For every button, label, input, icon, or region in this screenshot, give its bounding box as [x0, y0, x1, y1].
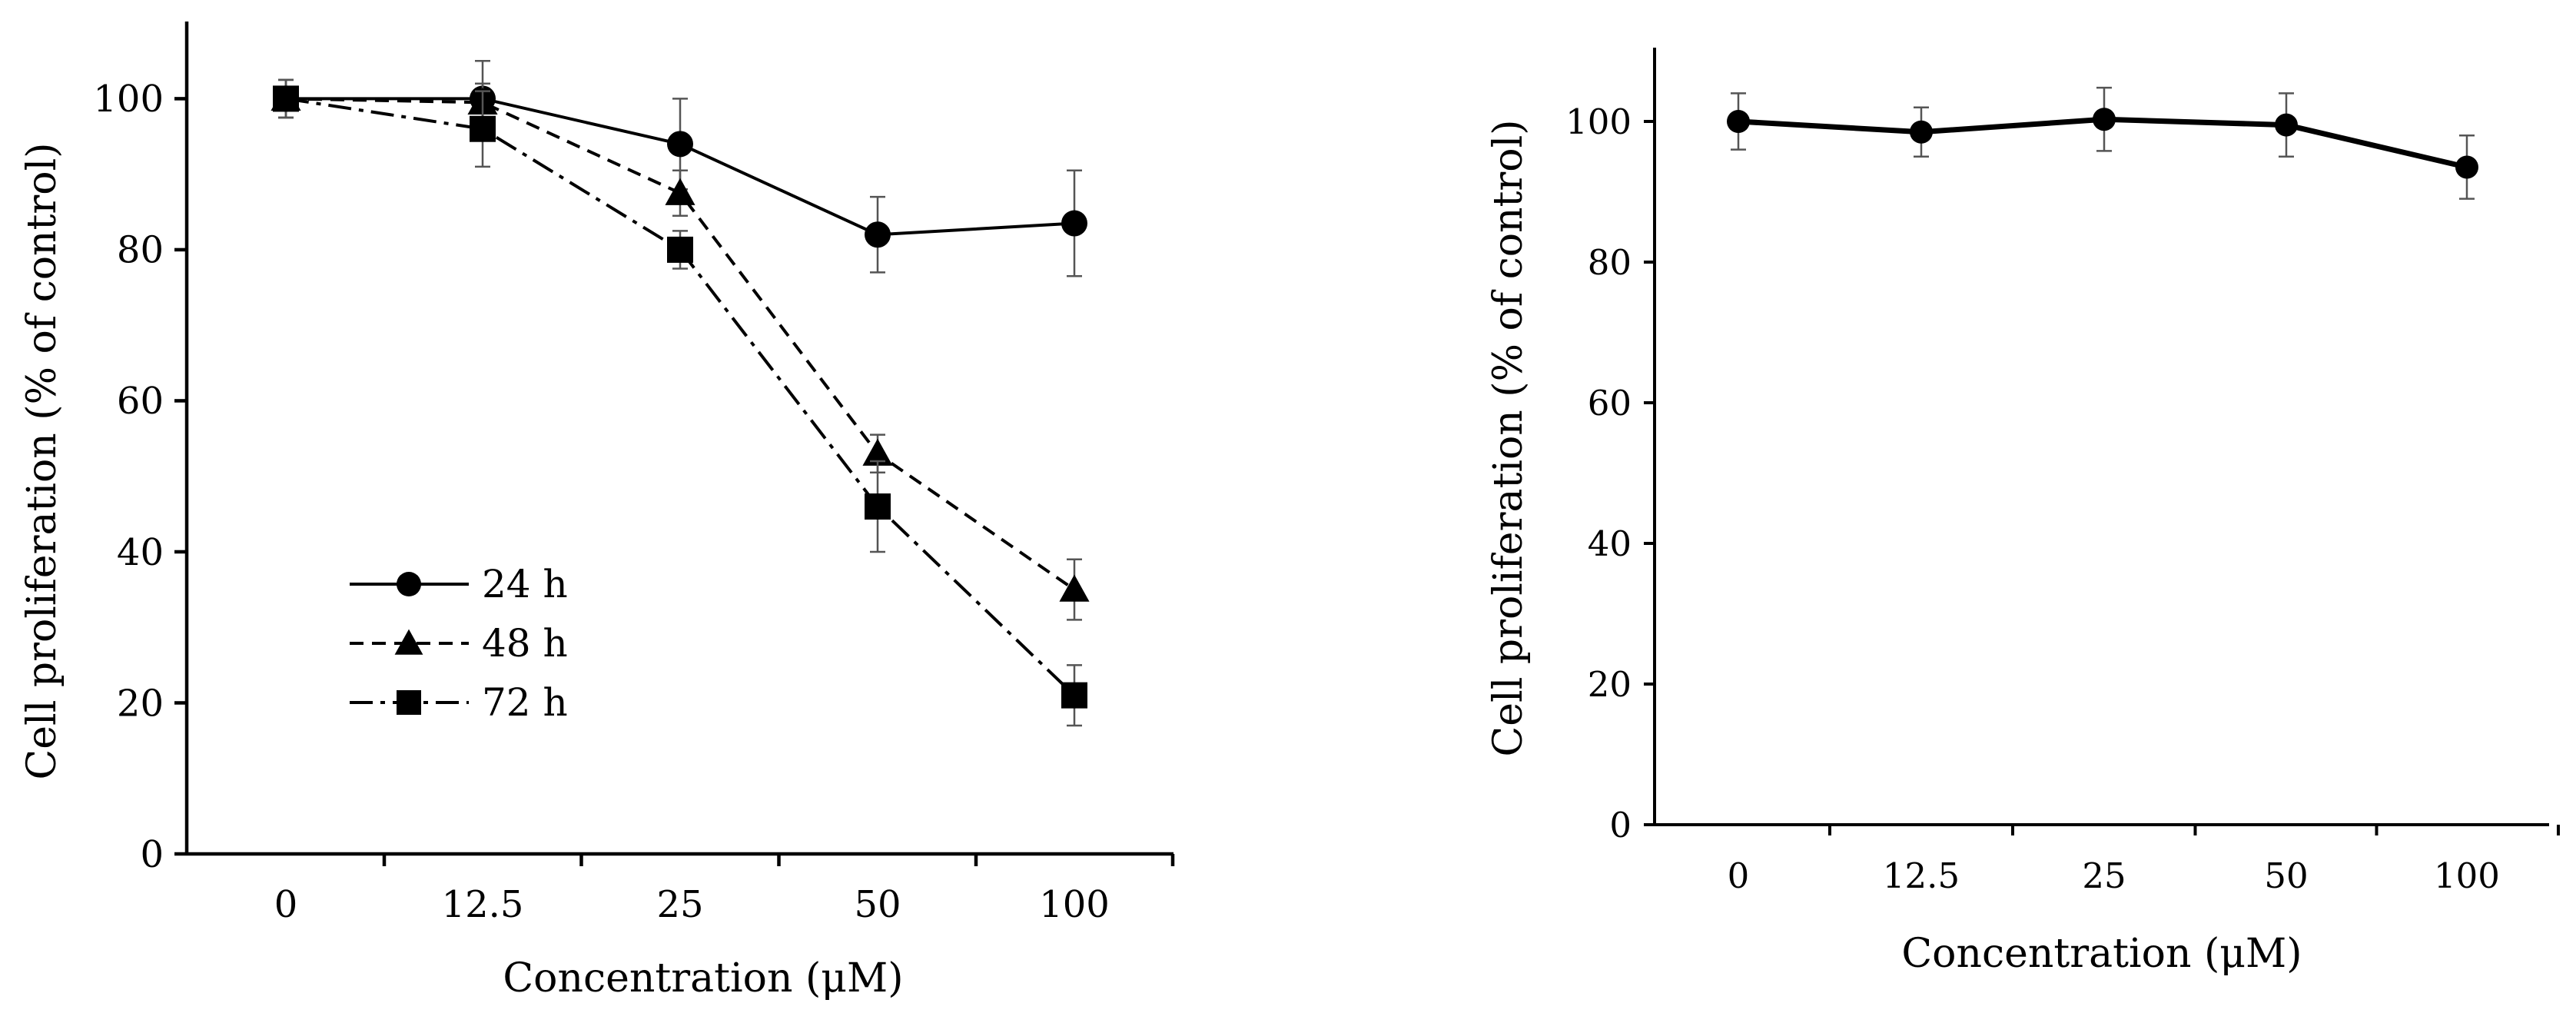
- y-tick-label: 100: [93, 78, 164, 121]
- data-point: [667, 131, 693, 158]
- data-point: [273, 85, 299, 112]
- y-tick-label: 20: [117, 682, 164, 725]
- y-tick-label: 60: [117, 380, 164, 423]
- x-tick-label: 100: [1039, 883, 1110, 926]
- chart-panel-left: 0 20 40 60 80 100 0 12.5 25 50 100 24 h 48 h 72 h Co…: [19, 22, 1175, 1001]
- y-tick-label: 60: [1588, 383, 1632, 423]
- x-axis-label-right: Concentration (μM): [1901, 931, 2302, 977]
- x-tick-label: 12.5: [1883, 855, 1960, 896]
- chart-panel-right: 0 20 40 60 80 100 0 12.5 25 50 100 Concentration (…: [1486, 48, 2560, 977]
- y-tick-label: 100: [1565, 101, 1632, 142]
- data-point: [865, 221, 891, 248]
- x-tick-label: 12.5: [442, 883, 524, 926]
- data-point: [2275, 113, 2298, 137]
- y-tick-label: 0: [140, 833, 164, 876]
- data-point: [862, 438, 893, 466]
- x-tick-label: 25: [2082, 855, 2126, 896]
- legend-label: 48 h: [482, 621, 568, 666]
- legend-marker: [397, 690, 421, 715]
- axes-left: 0 20 40 60 80 100 0 12.5 25 50 100: [93, 22, 1175, 926]
- data-point: [667, 236, 693, 263]
- x-tick-label: 100: [2434, 855, 2500, 896]
- data-point: [1061, 682, 1087, 709]
- data-point: [2093, 108, 2116, 131]
- legend-marker: [397, 572, 421, 596]
- data-point: [865, 493, 891, 520]
- x-tick-label: 25: [656, 883, 703, 926]
- y-tick-label: 40: [117, 531, 164, 574]
- y-axis-label-left: Cell proliferation (% of control): [19, 142, 65, 779]
- series-layer-right: [1727, 86, 2478, 200]
- data-point: [1061, 210, 1087, 237]
- data-point: [1727, 110, 1750, 133]
- legend-label: 72 h: [482, 680, 568, 725]
- axes-right: 0 20 40 60 80 100 0 12.5 25 50 100: [1565, 48, 2560, 896]
- x-tick-label: 0: [1728, 855, 1750, 896]
- y-tick-label: 40: [1588, 523, 1632, 564]
- legend-label: 24 h: [482, 562, 568, 606]
- data-point: [470, 115, 496, 142]
- series-72-h: [273, 78, 1087, 727]
- data-point: [1910, 120, 1933, 144]
- legend: 24 h 48 h 72 h: [350, 562, 568, 725]
- series-layer-left: [271, 60, 1090, 727]
- y-tick-label: 80: [1588, 242, 1632, 283]
- data-point: [2455, 155, 2478, 179]
- x-tick-label: 0: [274, 883, 298, 926]
- data-point: [1059, 574, 1090, 602]
- y-axis-label-right: Cell proliferation (% of control): [1486, 119, 1532, 756]
- legend-marker: [394, 629, 423, 655]
- x-tick-label: 50: [854, 883, 901, 926]
- series-main: [1727, 86, 2478, 200]
- data-point: [665, 178, 695, 205]
- y-tick-label: 20: [1588, 664, 1632, 705]
- x-tick-label: 50: [2264, 855, 2308, 896]
- y-tick-label: 0: [1609, 805, 1632, 845]
- y-tick-label: 80: [117, 229, 164, 272]
- x-axis-label-left: Concentration (μM): [503, 955, 903, 1001]
